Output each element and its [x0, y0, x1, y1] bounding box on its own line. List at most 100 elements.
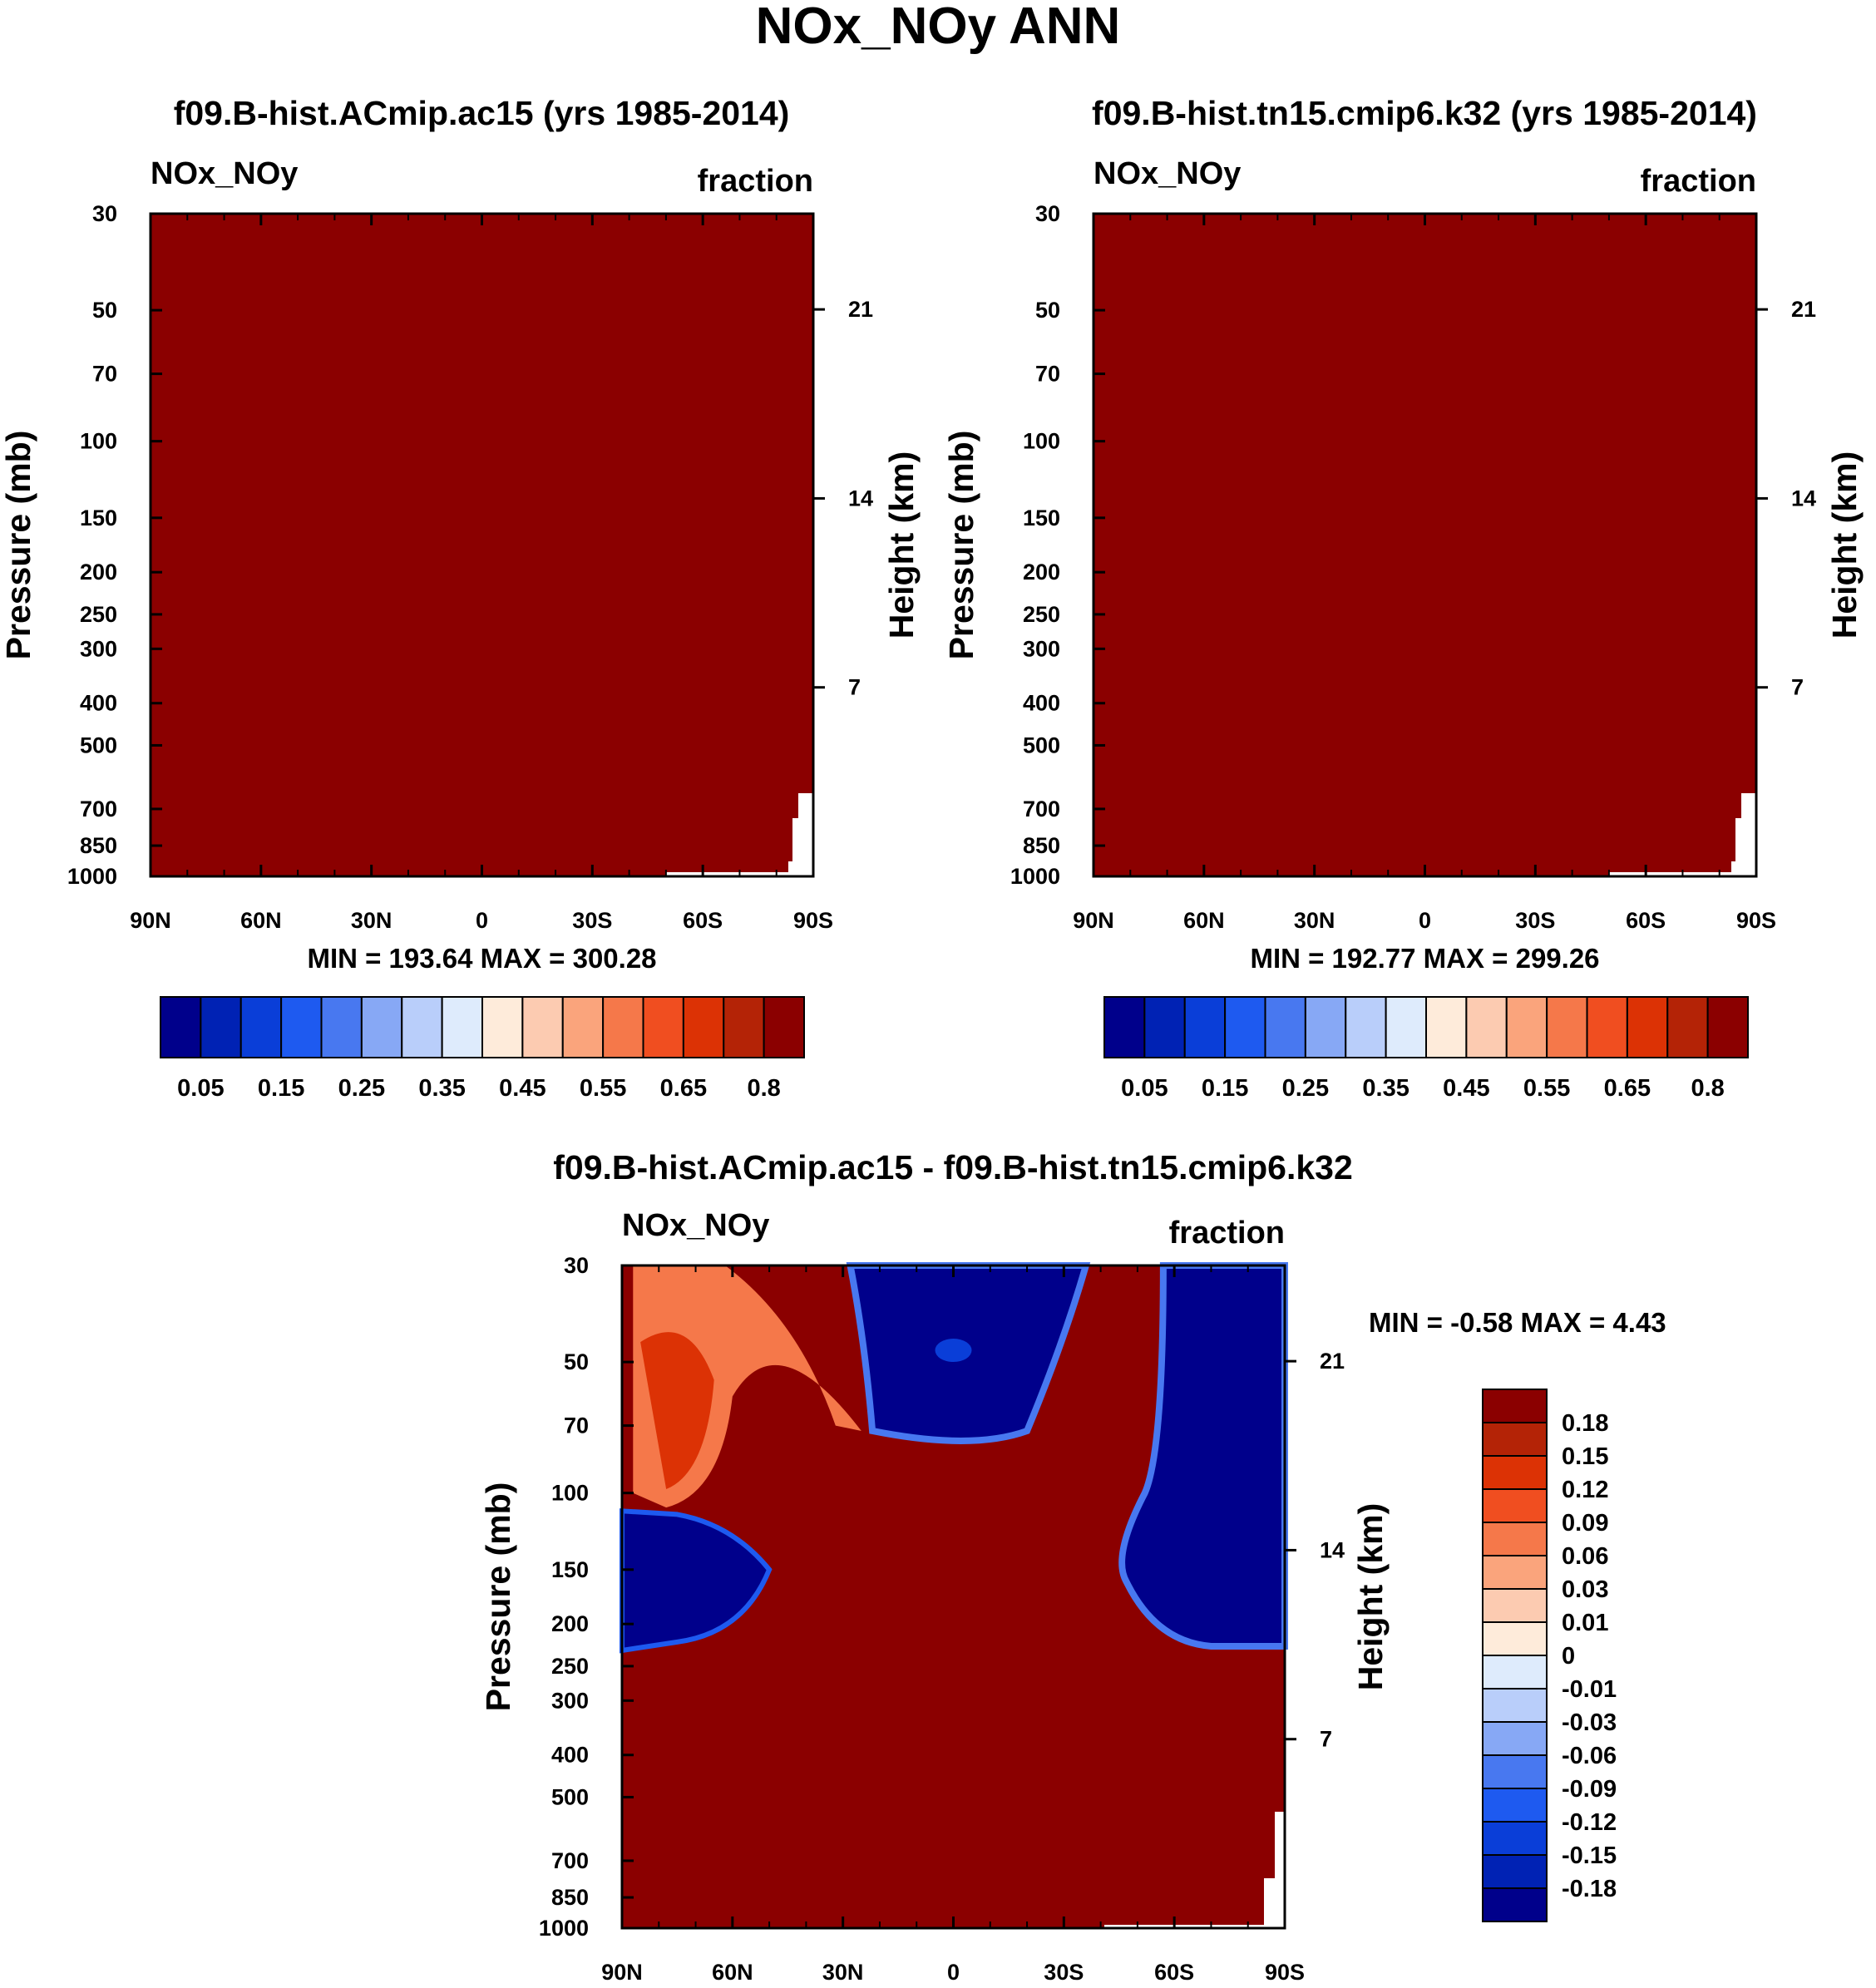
y-tick-label: 1000 [67, 864, 117, 889]
y-tick-label: 700 [80, 797, 117, 821]
figure-title: NOx_NOy ANN [756, 0, 1121, 55]
colorbar-label: 0.25 [338, 1075, 385, 1102]
y-tick-label: 30 [564, 1253, 589, 1278]
colorbar-label: -0.06 [1562, 1743, 1617, 1769]
colorbar-box [1482, 1854, 1548, 1889]
x-tick-label: 30S [1044, 1960, 1084, 1985]
colorbar-box [602, 996, 644, 1058]
colorbar-box [682, 996, 725, 1058]
colorbar-label: 0.35 [1362, 1075, 1409, 1102]
colorbar-box [481, 996, 524, 1058]
y-tick-label: 250 [551, 1654, 589, 1679]
y-tick-label: 700 [1023, 797, 1060, 821]
y-axis-title-right: Height (km) [882, 451, 921, 639]
y-tick-label: 200 [1023, 560, 1060, 585]
colorbar-box [1482, 1887, 1548, 1922]
colorbar-label: 0.01 [1562, 1610, 1608, 1636]
chart-panel-1: f09.B-hist.ACmip.ac15 (yrs 1985-2014) NOx… [0, 94, 921, 1102]
height-tick-label: 21 [1791, 297, 1816, 322]
missing-data-region [1609, 793, 1756, 876]
colorbar-box [1143, 996, 1186, 1058]
variable-label: NOx_NOy [622, 1208, 769, 1243]
colorbar-box [1103, 996, 1146, 1058]
colorbar-box [1626, 996, 1669, 1058]
colorbar-box [1482, 1522, 1548, 1556]
colorbar-box [160, 996, 202, 1058]
colorbar-label: 0.15 [1202, 1075, 1248, 1102]
colorbar-label: 0.35 [418, 1075, 465, 1102]
colorbar-label: -0.12 [1562, 1809, 1617, 1836]
colorbar-box [561, 996, 605, 1058]
y-tick-label: 500 [80, 733, 117, 757]
y-tick-label: 500 [551, 1784, 589, 1809]
colorbar-box [1425, 996, 1468, 1058]
difference-structures [620, 1262, 1288, 1928]
stats-text: MIN = 193.64 MAX = 300.28 [307, 943, 656, 974]
colorbar-box [1465, 996, 1508, 1058]
x-tick-label: 60N [240, 908, 282, 933]
colorbar-box [1482, 1788, 1548, 1823]
panel-title: f09.B-hist.ACmip.ac15 (yrs 1985-2014) [174, 94, 790, 132]
y-tick-label: 400 [551, 1743, 589, 1768]
y-tick-label: 70 [1035, 362, 1060, 387]
neg-anomaly-north [620, 1508, 773, 1654]
stats-text: MIN = 192.77 MAX = 299.26 [1250, 943, 1599, 974]
contour-field [1094, 214, 1756, 876]
y-tick-label: 300 [1023, 636, 1060, 661]
x-tick-label: 60N [1183, 908, 1225, 933]
x-tick-label: 90S [793, 908, 833, 933]
x-tick-label: 90S [1736, 908, 1776, 933]
colorbar-label: 0.25 [1282, 1075, 1329, 1102]
x-tick-label: 60S [683, 908, 723, 933]
y-tick-label: 200 [551, 1611, 589, 1636]
x-tick-label: 90N [1073, 908, 1114, 933]
x-tick-label: 30S [572, 908, 612, 933]
y-tick-label: 500 [1023, 733, 1060, 757]
colorbar-box [360, 996, 403, 1058]
y-tick-label: 300 [551, 1688, 589, 1713]
y-tick-label: 100 [551, 1481, 589, 1506]
y-tick-label: 30 [92, 201, 117, 226]
stats-text: MIN = -0.58 MAX = 4.43 [1369, 1307, 1666, 1338]
y-axis-title: Pressure (mb) [942, 431, 980, 660]
colorbar-label: 0.65 [1604, 1075, 1651, 1102]
colorbar: 0.05 0.15 0.25 0.35 0.45 0.55 0.65 0.8 [1103, 996, 1749, 1102]
y-axis-title-right: Height (km) [1351, 1503, 1390, 1691]
colorbar-label: 0.09 [1562, 1510, 1608, 1537]
colorbar-label: 0.15 [1562, 1443, 1608, 1470]
colorbar-box [320, 996, 363, 1058]
y-axis-title-right: Height (km) [1825, 451, 1864, 639]
colorbar-box [280, 996, 323, 1058]
x-tick-label: 30S [1515, 908, 1555, 933]
colorbar-box [1586, 996, 1628, 1058]
colorbar-label: 0.18 [1562, 1410, 1608, 1437]
height-tick-label: 21 [1320, 1349, 1345, 1374]
colorbar-box [1482, 1821, 1548, 1856]
colorbar-box [1482, 1754, 1548, 1789]
colorbar-box [1264, 996, 1306, 1058]
x-tick-label: 30N [351, 908, 392, 933]
colorbar-label: 0.05 [1121, 1075, 1168, 1102]
colorbar-box [1482, 1389, 1548, 1423]
y-tick-label: 150 [80, 506, 117, 530]
colorbar-label: 0.12 [1562, 1477, 1608, 1503]
y-tick-label: 1000 [539, 1916, 589, 1941]
y-tick-label: 300 [80, 636, 117, 661]
colorbar-box [642, 996, 684, 1058]
colorbar-label: -0.01 [1562, 1676, 1617, 1703]
x-tick-label: 60N [712, 1960, 753, 1985]
chart-panel-2: f09.B-hist.tn15.cmip6.k32 (yrs 1985-2014… [942, 94, 1864, 1102]
contour-field [151, 214, 813, 876]
colorbar-box [1304, 996, 1347, 1058]
colorbar-box [1482, 1621, 1548, 1656]
height-tick-label: 7 [1791, 675, 1804, 700]
neg-anomaly-equator-core [935, 1339, 972, 1363]
panel-title: f09.B-hist.ACmip.ac15 - f09.B-hist.tn15.… [553, 1148, 1353, 1186]
colorbar-box [1482, 1721, 1548, 1756]
colorbar-label: -0.18 [1562, 1876, 1617, 1902]
colorbar-label: 0.05 [177, 1075, 224, 1102]
colorbar-label: 0.55 [580, 1075, 626, 1102]
height-tick-label: 14 [1320, 1537, 1345, 1562]
colorbar-box [763, 996, 805, 1058]
y-tick-label: 150 [551, 1557, 589, 1582]
